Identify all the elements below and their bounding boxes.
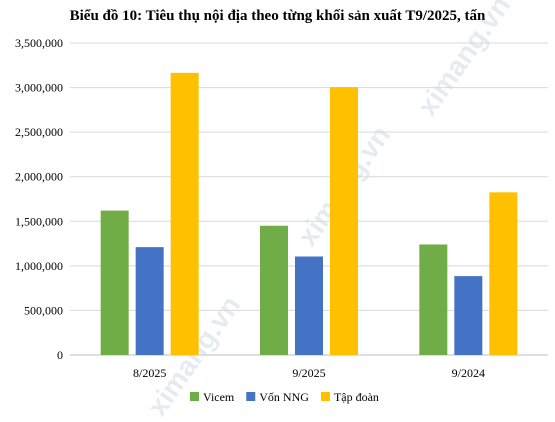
- bar: [170, 72, 199, 355]
- legend: Vicem Vốn NNG Tập đoàn: [190, 390, 379, 404]
- bar: [295, 256, 323, 355]
- y-tick-label: 1,500,000: [15, 214, 63, 228]
- legend-label: Tập đoàn: [334, 390, 379, 404]
- y-tick-label: 3,500,000: [15, 36, 63, 50]
- legend-label: Vicem: [203, 390, 235, 404]
- y-tick-label: 2,000,000: [15, 170, 63, 184]
- chart-title: Biểu đồ 10: Tiêu thụ nội địa theo từng k…: [69, 8, 486, 24]
- legend-swatch: [246, 392, 256, 401]
- y-tick-label: 1,000,000: [15, 259, 63, 273]
- y-tick-label: 3,000,000: [15, 81, 63, 95]
- x-tick-label: 8/2025: [133, 366, 166, 380]
- bar: [135, 247, 164, 355]
- x-tick-label: 9/2024: [452, 366, 485, 380]
- bar: [454, 276, 483, 355]
- x-tick-label: 9/2025: [292, 366, 325, 380]
- legend-swatch: [190, 392, 199, 401]
- legend-label: Vốn NNG: [259, 390, 309, 404]
- bars: [100, 72, 518, 355]
- bar: [330, 87, 358, 355]
- x-axis-tick-labels: 8/2025 9/2025 9/2024: [133, 366, 485, 380]
- bar: [260, 225, 288, 355]
- y-tick-label: 2,500,000: [15, 125, 63, 139]
- bar: [419, 244, 448, 355]
- y-tick-label: 500,000: [24, 303, 63, 317]
- bar: [100, 210, 129, 355]
- bar: [489, 192, 518, 355]
- y-axis-tick-labels: 0 500,000 1,000,000 1,500,000 2,000,000 2,500…: [15, 36, 63, 362]
- legend-swatch: [320, 392, 330, 401]
- y-tick-label: 0: [57, 348, 63, 362]
